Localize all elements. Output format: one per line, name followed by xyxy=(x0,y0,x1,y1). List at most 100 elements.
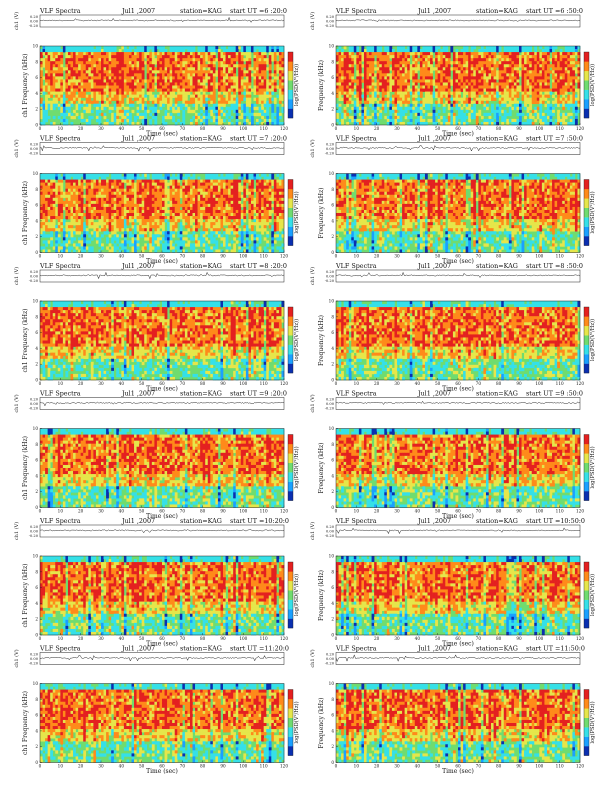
spectrogram-cell xyxy=(55,101,58,104)
spectrogram-cell xyxy=(248,79,251,82)
spectrogram-cell xyxy=(210,58,213,61)
spectrogram-cell xyxy=(231,79,234,82)
spectrogram-cell xyxy=(68,82,71,85)
spectrogram-cell xyxy=(233,86,236,89)
spectrogram-cell xyxy=(200,70,203,73)
spectrogram-cell xyxy=(220,101,223,104)
spectrogram-cell xyxy=(129,49,132,52)
spectrogram-cell xyxy=(139,55,142,58)
spectrogram-cell xyxy=(218,70,221,73)
spectrogram-cell xyxy=(238,79,241,82)
spectrogram-cell xyxy=(157,70,160,73)
spectrogram-cell xyxy=(116,104,119,107)
spectrogram-cell xyxy=(111,64,114,67)
spectrogram-cell xyxy=(121,61,124,64)
spectrogram-cell xyxy=(203,98,206,101)
spectrogram-cell xyxy=(147,52,150,55)
spectrogram-cell xyxy=(114,86,117,89)
spectrogram-cell xyxy=(198,98,201,101)
spectrogram-cell xyxy=(48,79,51,82)
spectrogram-cell xyxy=(220,98,223,101)
spectrogram-cell xyxy=(231,58,234,61)
spectrogram-cell xyxy=(241,98,244,101)
spectrogram-cell xyxy=(126,64,129,67)
spectrogram-cell xyxy=(152,76,155,79)
spectrogram-cell xyxy=(76,98,79,101)
spectrogram-cell xyxy=(162,55,165,58)
spectrogram-cell xyxy=(149,92,152,95)
spectrogram-cell xyxy=(71,82,74,85)
spectrogram-cell xyxy=(182,89,185,92)
spectrogram-cell xyxy=(48,70,51,73)
spectrogram-cell xyxy=(177,49,180,52)
spectrogram-cell xyxy=(50,49,53,52)
spectrogram-cell xyxy=(243,79,246,82)
spectrogram-cell xyxy=(198,82,201,85)
spectrogram-cell xyxy=(98,67,101,70)
spectrogram-cell xyxy=(147,46,150,49)
spectrogram-cell xyxy=(246,95,249,98)
spectrogram-cell xyxy=(45,70,48,73)
spectrogram-cell xyxy=(185,95,188,98)
spectrogram-cell xyxy=(200,101,203,104)
spectrogram-cell xyxy=(269,64,272,67)
spectrogram-cell xyxy=(68,79,71,82)
spectrogram-cell xyxy=(124,76,127,79)
spectrogram-cell xyxy=(65,82,68,85)
spectrogram-cell xyxy=(180,55,183,58)
spectrogram-cell xyxy=(182,64,185,67)
spectrogram-cell xyxy=(124,73,127,76)
spectrogram-cell xyxy=(73,73,76,76)
spectrogram-cell xyxy=(276,49,279,52)
spectrogram-cell xyxy=(96,101,99,104)
spectrogram-cell xyxy=(254,67,257,70)
spectrogram-cell xyxy=(210,76,213,79)
spectrogram-cell xyxy=(231,82,234,85)
spectrogram-cell xyxy=(261,58,264,61)
spectrogram-cell xyxy=(86,79,89,82)
spectrogram-cell xyxy=(193,61,196,64)
spectrogram-cell xyxy=(55,55,58,58)
spectrogram-cell xyxy=(254,76,257,79)
spectrogram-cell xyxy=(96,98,99,101)
spectrogram-cell xyxy=(101,64,104,67)
spectrogram-cell xyxy=(76,104,79,107)
spectrogram-cell xyxy=(142,52,145,55)
spectrogram-cell xyxy=(78,61,81,64)
spectrogram-cell xyxy=(226,73,229,76)
spectrogram-cell xyxy=(208,70,211,73)
spectrogram-cell xyxy=(86,89,89,92)
spectrogram-cell xyxy=(215,73,218,76)
spectrogram-cell xyxy=(256,61,259,64)
spectrogram-cell xyxy=(60,52,63,55)
spectrogram-cell xyxy=(68,76,71,79)
spectrogram-cell xyxy=(149,61,152,64)
spectrogram-cell xyxy=(175,67,178,70)
spectrogram-cell xyxy=(238,98,241,101)
spectrogram-cell xyxy=(271,52,274,55)
spectrogram-cell xyxy=(81,61,84,64)
spectrogram-cell xyxy=(139,86,142,89)
spectrogram-cell xyxy=(111,76,114,79)
spectrogram-cell xyxy=(142,92,145,95)
spectrogram-cell xyxy=(116,55,119,58)
spectrogram-cell xyxy=(279,64,282,67)
spectrogram-cell xyxy=(104,58,107,61)
spectrogram-cell xyxy=(40,64,43,67)
spectrogram-cell xyxy=(157,86,160,89)
spectrogram-cell xyxy=(142,73,145,76)
spectrogram-cell xyxy=(193,89,196,92)
spectrogram-cell xyxy=(55,92,58,95)
spectrogram-cell xyxy=(126,58,129,61)
spectrogram-cell xyxy=(139,64,142,67)
spectrogram-cell xyxy=(165,67,168,70)
spectrogram-cell xyxy=(68,49,71,52)
spectrogram-cell xyxy=(73,58,76,61)
spectrogram-cell xyxy=(83,76,86,79)
spectrogram-cell xyxy=(210,55,213,58)
spectrogram-cell xyxy=(48,58,51,61)
spectrogram-cell xyxy=(101,70,104,73)
spectrogram-cell xyxy=(129,52,132,55)
spectrogram-cell xyxy=(96,58,99,61)
spectrogram-cell xyxy=(238,55,241,58)
